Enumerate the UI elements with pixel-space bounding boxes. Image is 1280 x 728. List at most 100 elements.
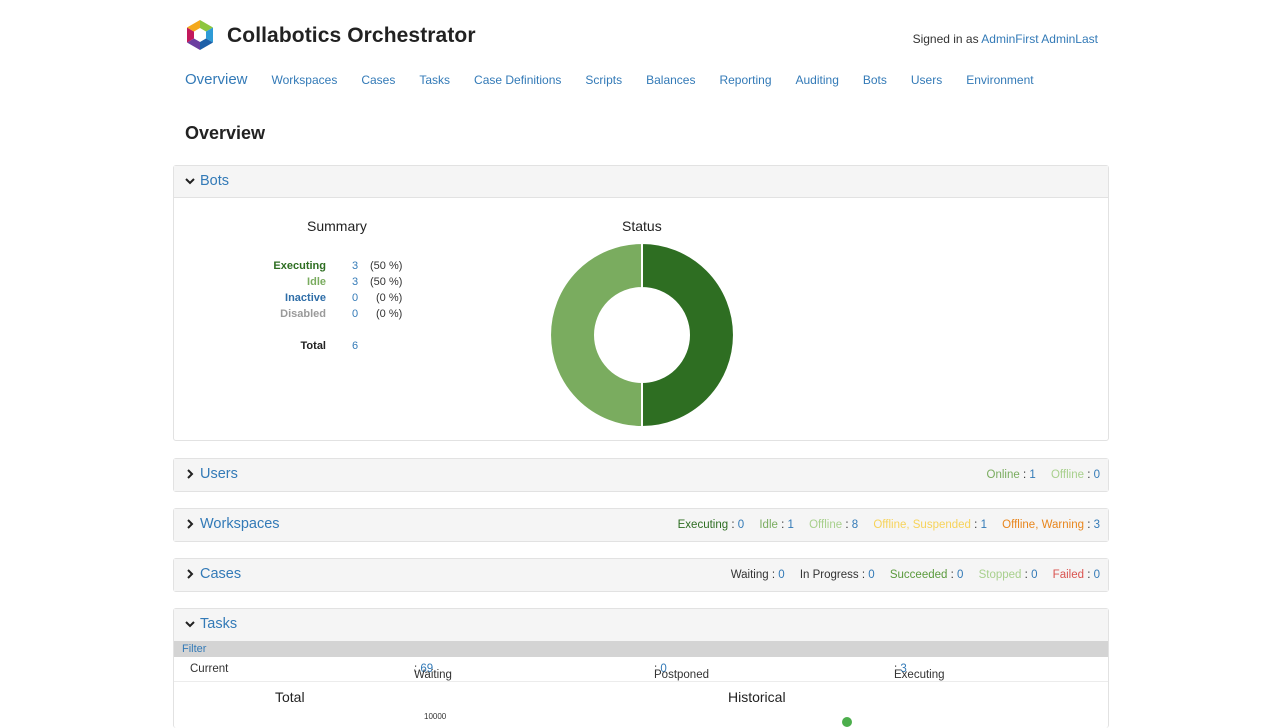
- chevron-right-icon[interactable]: [184, 518, 196, 530]
- cases-panel: Cases Waiting : 0 In Progress : 0 Succee…: [173, 558, 1109, 592]
- tasks-total-chart-title: Total: [275, 689, 305, 705]
- workspaces-executing-count-link[interactable]: 0: [737, 519, 745, 531]
- users-panel-title[interactable]: Users: [200, 466, 238, 482]
- tasks-filter-link[interactable]: Filter: [182, 643, 207, 655]
- summary-value-link[interactable]: 3: [352, 260, 359, 272]
- tasks-panel: Tasks Filter Current Waiting : 69 Postpo…: [173, 608, 1109, 728]
- users-online-count-link[interactable]: 1: [1029, 469, 1036, 481]
- bots-panel: Bots Summary Status Executing 3 (50 %) I…: [173, 165, 1109, 441]
- workspaces-stat-offline-warning: Offline, Warning : 3: [1002, 519, 1100, 531]
- nav-workspaces[interactable]: Workspaces: [271, 73, 338, 87]
- cases-stat-in-progress: In Progress : 0: [799, 569, 875, 581]
- tasks-charts-area: Total Historical 10000: [174, 682, 1108, 727]
- summary-percent: (0 %): [376, 308, 403, 320]
- workspaces-stat-offline: Offline : 8: [809, 519, 859, 531]
- cases-failed-count-link[interactable]: 0: [1093, 569, 1100, 581]
- workspaces-stats: Executing : 0 Idle : 1 Offline : 8 Offli…: [666, 519, 1100, 531]
- nav-case-definitions[interactable]: Case Definitions: [474, 73, 562, 87]
- nav-reporting[interactable]: Reporting: [719, 73, 772, 87]
- users-stat-offline: Offline : 0: [1050, 469, 1100, 481]
- summary-label: Inactive: [285, 292, 326, 304]
- cases-stopped-count-link[interactable]: 0: [1031, 569, 1038, 581]
- cases-succeeded-count-link[interactable]: 0: [957, 569, 964, 581]
- summary-total-value-link[interactable]: 6: [352, 340, 359, 352]
- tasks-historical-chart-title: Historical: [728, 689, 786, 705]
- bots-summary-row-idle: Idle 3 (50 %): [174, 276, 474, 292]
- tasks-panel-title[interactable]: Tasks: [200, 616, 238, 632]
- bots-panel-header[interactable]: Bots: [174, 166, 1108, 198]
- legend-dot-icon: [842, 717, 852, 727]
- cases-panel-header[interactable]: Cases Waiting : 0 In Progress : 0 Succee…: [174, 559, 1108, 591]
- workspaces-stat-executing: Executing : 0: [677, 519, 745, 531]
- tasks-filter-bar[interactable]: Filter: [174, 641, 1108, 657]
- workspaces-stat-offline-suspended: Offline, Suspended : 1: [873, 519, 987, 531]
- bots-summary-row-disabled: Disabled 0 (0 %): [174, 308, 474, 324]
- summary-value-link[interactable]: 0: [352, 292, 359, 304]
- cases-stats: Waiting : 0 In Progress : 0 Succeeded : …: [719, 569, 1100, 581]
- page-title: Overview: [185, 123, 266, 143]
- nav-balances[interactable]: Balances: [646, 73, 696, 87]
- users-offline-count-link[interactable]: 0: [1093, 469, 1100, 481]
- users-panel-header[interactable]: Users Online : 1 Offline : 0: [174, 459, 1108, 491]
- workspaces-idle-count-link[interactable]: 1: [787, 519, 794, 531]
- summary-percent: (0 %): [376, 292, 403, 304]
- users-stat-online: Online : 1: [986, 469, 1036, 481]
- tasks-axis-tick-label: 10000: [424, 712, 447, 721]
- tasks-waiting-count-link[interactable]: 69: [420, 663, 434, 675]
- signed-in-info: Signed in as AdminFirst AdminLast: [913, 32, 1098, 46]
- tasks-waiting-stat: Waiting : 69: [414, 663, 452, 681]
- nav-bots[interactable]: Bots: [862, 73, 887, 87]
- bots-summary-title: Summary: [307, 218, 367, 234]
- bots-summary-row-inactive: Inactive 0 (0 %): [174, 292, 474, 308]
- user-name-link[interactable]: AdminFirst AdminLast: [981, 32, 1098, 46]
- nav-environment[interactable]: Environment: [966, 73, 1034, 87]
- workspaces-suspended-count-link[interactable]: 1: [980, 519, 987, 531]
- nav-auditing[interactable]: Auditing: [795, 73, 839, 87]
- workspaces-stat-idle: Idle : 1: [759, 519, 794, 531]
- tasks-panel-header[interactable]: Tasks: [174, 609, 1108, 641]
- summary-percent: (50 %): [370, 276, 403, 288]
- summary-value-link[interactable]: 3: [352, 276, 359, 288]
- workspaces-offline-count-link[interactable]: 8: [851, 519, 859, 531]
- nav-cases[interactable]: Cases: [361, 73, 396, 87]
- summary-label: Idle: [307, 276, 326, 288]
- cases-stat-succeeded: Succeeded : 0: [889, 569, 964, 581]
- summary-value-link[interactable]: 0: [352, 308, 359, 320]
- nav-overview[interactable]: Overview: [185, 71, 248, 88]
- tasks-executing-count-link[interactable]: 3: [900, 663, 907, 675]
- users-panel: Users Online : 1 Offline : 0: [173, 458, 1109, 492]
- cases-in-progress-count-link[interactable]: 0: [868, 569, 875, 581]
- chevron-right-icon[interactable]: [184, 468, 196, 480]
- summary-total-label: Total: [300, 340, 326, 352]
- workspaces-panel-title[interactable]: Workspaces: [200, 516, 280, 532]
- chevron-right-icon[interactable]: [184, 568, 196, 580]
- tasks-executing-stat: Executing : 3: [894, 663, 945, 681]
- collabotics-logo-icon: [187, 20, 213, 50]
- main-nav: Overview Workspaces Cases Tasks Case Def…: [185, 71, 1058, 88]
- app-title: Collabotics Orchestrator: [227, 24, 476, 47]
- workspaces-panel-header[interactable]: Workspaces Executing : 0 Idle : 1 Offlin…: [174, 509, 1108, 541]
- nav-scripts[interactable]: Scripts: [585, 73, 623, 87]
- bots-panel-body: Summary Status Executing 3 (50 %) Idle 3…: [174, 198, 1108, 440]
- summary-label: Executing: [273, 260, 326, 272]
- bots-panel-title[interactable]: Bots: [200, 173, 230, 189]
- cases-stat-waiting: Waiting : 0: [730, 569, 785, 581]
- cases-waiting-count-link[interactable]: 0: [778, 569, 785, 581]
- nav-tasks[interactable]: Tasks: [419, 73, 451, 87]
- workspaces-warning-count-link[interactable]: 3: [1093, 519, 1100, 531]
- signed-in-label: Signed in as: [912, 32, 979, 46]
- tasks-current-row: Current Waiting : 69 Postponed : 0 Execu…: [174, 657, 1108, 682]
- users-stats: Online : 1 Offline : 0: [975, 469, 1100, 481]
- workspaces-panel: Workspaces Executing : 0 Idle : 1 Offlin…: [173, 508, 1109, 542]
- nav-users[interactable]: Users: [910, 73, 943, 87]
- cases-stat-failed: Failed : 0: [1052, 569, 1100, 581]
- chevron-down-icon[interactable]: [184, 618, 196, 630]
- donut-slice-idle[interactable]: [549, 242, 643, 428]
- tasks-postponed-stat: Postponed : 0: [654, 663, 709, 681]
- cases-panel-title[interactable]: Cases: [200, 566, 242, 582]
- chevron-down-icon[interactable]: [184, 175, 196, 187]
- summary-label: Disabled: [280, 308, 326, 320]
- tasks-current-label: Current: [190, 663, 229, 675]
- donut-slice-executing[interactable]: [641, 242, 735, 428]
- tasks-postponed-count-link[interactable]: 0: [660, 663, 667, 675]
